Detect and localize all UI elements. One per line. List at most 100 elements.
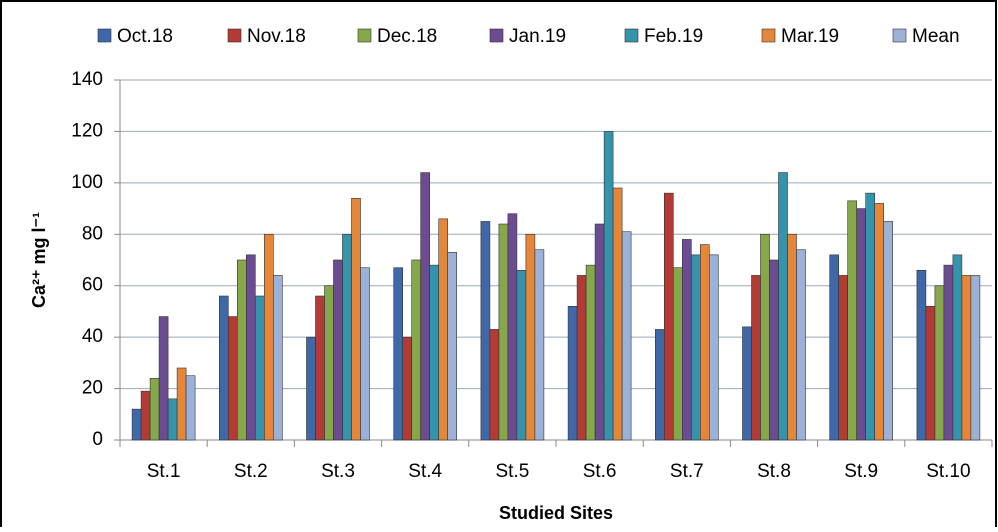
- bar: [149, 377, 160, 441]
- bar: [796, 249, 806, 441]
- bar: [612, 187, 623, 441]
- bar: [856, 208, 867, 441]
- bar: [952, 254, 963, 441]
- bar: [690, 254, 701, 441]
- bar: [315, 295, 325, 441]
- bar: [925, 305, 936, 441]
- bar: [663, 192, 674, 441]
- bar: [672, 267, 683, 441]
- bar: [567, 305, 578, 441]
- bar: [480, 221, 491, 441]
- bar: [838, 275, 849, 441]
- bar: [176, 367, 187, 441]
- bar: [131, 408, 142, 441]
- bar: [393, 267, 404, 441]
- bar: [447, 251, 458, 441]
- legend-swatch: [357, 28, 372, 43]
- bar: [489, 329, 500, 441]
- y-tick-label: 140: [71, 69, 103, 90]
- bar: [534, 249, 545, 441]
- x-tick-label: St.5: [495, 461, 529, 482]
- legend-label: Dec.18: [377, 26, 437, 47]
- x-axis-label: Studied Sites: [499, 503, 613, 523]
- bar: [158, 316, 169, 441]
- bar: [751, 275, 761, 441]
- legend-swatch: [892, 28, 907, 43]
- y-tick-label: 0: [92, 429, 103, 450]
- bar: [778, 172, 788, 441]
- bar: [228, 316, 238, 441]
- bar: [167, 398, 178, 441]
- legend-label: Oct.18: [117, 26, 173, 47]
- y-axis-label: Ca²⁺ mg l⁻¹: [29, 212, 49, 308]
- bar: [603, 131, 614, 441]
- x-tick-label: St.6: [583, 461, 617, 482]
- bar: [681, 239, 692, 441]
- bar: [402, 336, 413, 441]
- bar: [342, 233, 352, 441]
- legend-label: Mean: [912, 26, 960, 47]
- bar: [585, 264, 596, 441]
- y-tick-label: 40: [82, 326, 103, 347]
- bar: [255, 295, 265, 441]
- legend-label: Nov.18: [247, 26, 306, 47]
- legend-swatch: [97, 28, 112, 43]
- bar: [420, 172, 431, 441]
- bar: [237, 259, 247, 441]
- legend-swatch: [761, 28, 776, 43]
- legend-swatch: [227, 28, 242, 43]
- bar: [525, 233, 536, 441]
- bar: [699, 244, 710, 441]
- bar: [498, 223, 509, 441]
- bar: [360, 267, 370, 441]
- bar: [829, 254, 840, 441]
- bar: [429, 264, 440, 441]
- bar: [847, 200, 858, 441]
- bar: [865, 192, 876, 441]
- y-tick-label: 60: [82, 275, 103, 296]
- bar: [324, 285, 334, 441]
- x-tick-label: St.7: [670, 461, 704, 482]
- bar: [507, 213, 518, 441]
- bar: [943, 264, 954, 441]
- bar: [916, 269, 927, 441]
- bar: [272, 275, 283, 441]
- bar: [874, 203, 885, 441]
- bar: [246, 254, 256, 441]
- x-tick-label: St.8: [757, 461, 791, 482]
- x-tick-label: St.1: [147, 461, 181, 482]
- legend-swatch: [624, 28, 639, 43]
- bar: [185, 375, 196, 441]
- bar: [351, 197, 361, 441]
- legend-label: Jan.19: [509, 26, 566, 47]
- bar: [516, 269, 527, 441]
- bar: [306, 336, 316, 441]
- bar: [708, 254, 719, 441]
- bar: [760, 233, 770, 441]
- bar: [787, 233, 797, 441]
- bar: [654, 329, 665, 441]
- bar: [883, 221, 894, 441]
- bar: [742, 326, 752, 441]
- bar: [438, 218, 449, 441]
- x-tick-label: St.10: [926, 461, 970, 482]
- x-tick-label: St.3: [321, 461, 355, 482]
- bar: [934, 285, 945, 441]
- x-tick-label: St.2: [234, 461, 268, 482]
- x-tick-label: St.9: [844, 461, 878, 482]
- bar: [970, 275, 981, 441]
- y-tick-label: 80: [82, 223, 103, 244]
- bar: [411, 259, 422, 441]
- y-tick-label: 120: [71, 120, 103, 141]
- bar: [140, 390, 151, 441]
- legend-label: Mar.19: [781, 26, 839, 47]
- bar: [263, 233, 274, 441]
- x-tick-label: St.4: [408, 461, 442, 482]
- y-tick-label: 20: [82, 378, 103, 399]
- bar: [333, 259, 343, 441]
- bar: [961, 275, 972, 441]
- bar: [576, 275, 587, 441]
- bar: [219, 295, 229, 441]
- bar: [621, 231, 632, 441]
